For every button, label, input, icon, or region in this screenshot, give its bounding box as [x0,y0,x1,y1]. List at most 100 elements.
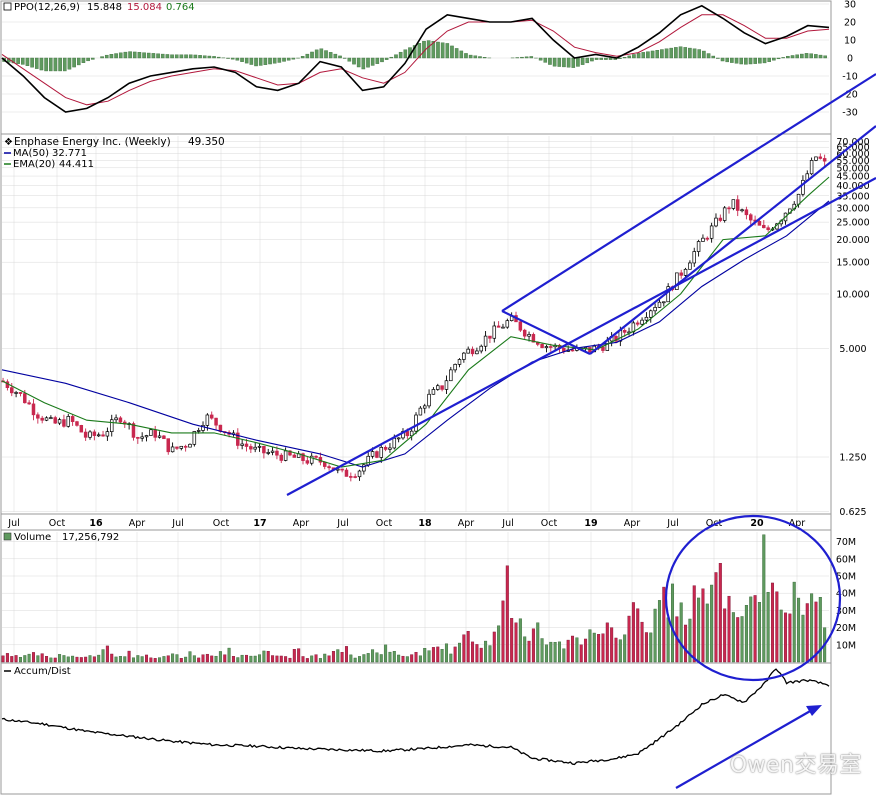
volume-bar [510,618,513,662]
candle-body [10,388,13,393]
ppo-histogram-bar [525,57,528,58]
volume-bar [150,658,153,662]
volume-legend-label: Volume [14,532,51,543]
candle-body [549,347,552,348]
volume-bar [176,655,179,662]
volume-bar [63,655,66,662]
candle-body [728,208,731,209]
ppo-histogram-bar [208,56,211,58]
volume-bar [789,614,792,662]
volume-bar [189,652,192,662]
volume-tick-label: 60M [836,554,856,565]
volume-bar [115,657,118,662]
volume-bar [758,602,761,662]
candle-body [76,422,79,426]
volume-bar [762,535,765,662]
candle-body [797,194,800,204]
ppo-histogram-bar [226,58,229,59]
ppo-tick-label: 10 [844,36,856,47]
watermark: Owen交易室 [730,747,862,779]
volume-bar [615,638,618,662]
volume-bar [658,600,661,662]
volume-bar [810,594,813,662]
volume-bar [641,622,644,662]
candle-body [423,406,426,408]
ppo-legend-swatch [4,3,11,10]
ppo-histogram-bar [665,49,668,58]
volume-bar [793,582,796,662]
volume-bar [393,651,396,662]
volume-bar [232,656,235,662]
x-tick-label: Jul [336,518,348,529]
candle-body [484,336,487,346]
candle-body [84,432,87,437]
volume-bar [171,654,174,662]
candle-body [636,323,639,324]
candle-body [258,446,261,447]
volume-bar [37,656,40,662]
ppo-histogram-bar [623,57,626,58]
candle-body [102,435,105,436]
ppo-histogram-bar [791,55,794,58]
accum-legend-label: Accum/Dist [14,666,71,677]
volume-bar [754,595,757,662]
volume-bar [297,649,300,662]
candle-body [693,252,696,263]
candle-body [823,158,826,161]
volume-bar [410,655,413,662]
x-tick-label: 20 [750,518,764,529]
volume-bar [441,649,444,662]
volume-bar [463,635,466,662]
volume-bar [584,639,587,662]
candle-body [428,394,431,406]
candle-body [167,439,170,452]
volume-bar [376,653,379,662]
price-legend-value: 49.350 [188,136,225,148]
candle-body [145,436,148,437]
volume-bar [310,656,313,662]
candle-body [189,444,192,447]
volume-bar [223,655,226,662]
volume-bar [2,656,5,662]
ppo-histogram-bar [464,53,467,58]
ppo-histogram-bar [152,53,155,58]
volume-bar [680,603,683,662]
ppo-histogram-bar [474,56,477,58]
volume-bar [193,656,196,662]
candle-body [819,157,822,159]
ppo-histogram-bar [54,58,57,71]
volume-bar [102,650,105,662]
price-tick-label: 1.250 [839,453,866,464]
ppo-histogram-bar [520,57,523,58]
ppo-histogram-bar [707,54,710,58]
candle-body [376,452,379,458]
ppo-histogram-bar [628,56,631,58]
volume-bar [645,632,648,662]
candle-body [475,351,478,354]
candle-body [306,461,309,464]
ppo-histogram-bar [824,56,827,58]
ppo-histogram-bar [91,58,94,59]
volume-bar [197,658,200,662]
volume-bar [719,563,722,662]
ppo-histogram-bar [110,54,113,58]
ppo-histogram-bar [357,58,360,67]
candle-body [736,200,739,211]
volume-bar [489,646,492,662]
volume-bar [406,657,409,662]
candle-body [328,467,331,468]
candle-body [602,347,605,351]
candle-body [732,200,735,209]
volume-bar [493,632,496,662]
candle-body [489,336,492,338]
volume-bar [697,598,700,662]
volume-bar [6,653,9,662]
volume-bar [219,651,222,662]
ppo-histogram-bar [660,50,663,58]
volume-bar [619,640,622,662]
candle-body [541,344,544,347]
volume-bar [267,651,270,662]
volume-bar [23,655,26,662]
volume-bar [580,645,583,662]
ppo-histogram-bar [544,58,547,62]
